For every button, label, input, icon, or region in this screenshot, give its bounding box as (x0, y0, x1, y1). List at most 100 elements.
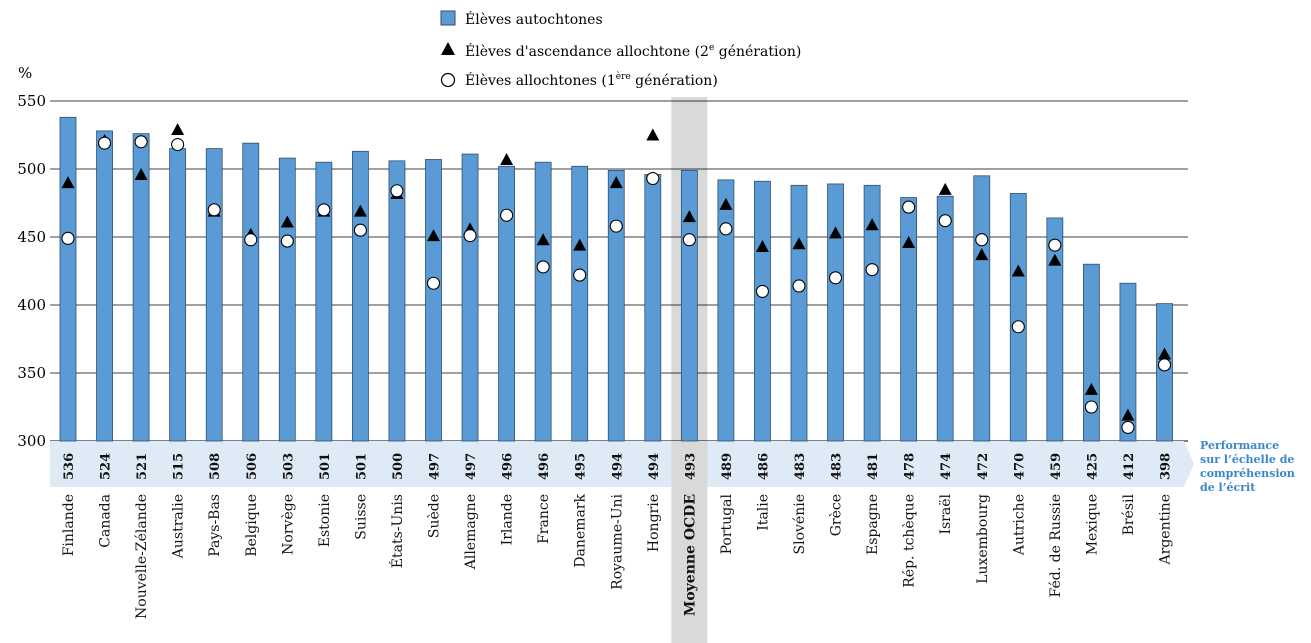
triangle-marker-11 (427, 229, 440, 242)
y-tick-label-500: 500 (17, 160, 46, 178)
score-label-10: 500 (391, 453, 406, 480)
category-label-27: Autriche (1011, 494, 1027, 556)
circle-marker-6 (244, 233, 258, 247)
triangle-marker-25 (938, 182, 952, 195)
y-tick-label-300: 300 (17, 432, 46, 450)
category-label-31: Argentine (1158, 494, 1174, 565)
score-label-5: 508 (208, 453, 223, 480)
bar-16 (607, 169, 625, 442)
category-label-20: Italie (755, 494, 771, 531)
triangle-marker-30 (1121, 408, 1135, 421)
category-label-15: Danemark (573, 493, 589, 567)
score-label-17: 494 (647, 453, 662, 480)
y-tick-label-550: 550 (17, 92, 46, 110)
triangle-marker-28 (1048, 253, 1062, 266)
category-label-4: Australie (171, 494, 187, 559)
triangle-marker-18 (682, 210, 696, 223)
triangle-marker-4 (171, 123, 185, 136)
triangle-marker-19 (719, 197, 733, 210)
score-band-layer (50, 441, 1194, 487)
triangle-marker-22 (829, 226, 843, 239)
category-label-12: Allemagne (463, 494, 479, 570)
category-label-3: Nouvelle-Zélande (134, 494, 150, 619)
category-label-16: Royaume-Uni (609, 493, 625, 589)
score-label-7: 503 (281, 453, 296, 480)
circle-marker-12 (463, 229, 477, 243)
triangle-marker-21 (792, 237, 806, 250)
side-label-line-4: de l’écrit (1200, 481, 1256, 494)
circle-marker-15 (573, 268, 587, 282)
triangle-marker-23 (865, 218, 879, 231)
category-label-7: Norvège (280, 494, 296, 555)
circle-marker-17 (646, 171, 660, 186)
score-label-23: 481 (866, 453, 881, 480)
circle-marker-2 (98, 136, 112, 150)
score-label-2: 524 (99, 453, 114, 480)
bar-26 (973, 175, 991, 442)
bar-9 (351, 150, 369, 442)
category-label-28: Féd. de Russie (1048, 494, 1064, 597)
category-label-11: Suède (427, 494, 443, 538)
circle-marker-25 (938, 214, 952, 228)
score-label-25: 474 (939, 453, 954, 480)
score-label-layer: 536 524 521 515 508 506 503 501 501 500 497 497 496 4… (62, 453, 1174, 480)
category-label-24: Rép. tchèque (902, 494, 918, 588)
category-label-29: Mexique (1084, 494, 1100, 555)
bar-29 (1083, 263, 1100, 442)
circle-marker-19 (719, 222, 733, 236)
score-label-16: 494 (610, 453, 625, 480)
circle-marker-4 (171, 137, 185, 152)
triangle-marker-27 (1011, 264, 1025, 277)
circle-marker-23 (865, 263, 879, 277)
bar-10 (388, 160, 406, 442)
legend-triangle-label: Élèves d'ascendance allochtone (2e génér… (465, 42, 801, 60)
circle-marker-26 (975, 233, 989, 247)
bar-27 (1009, 193, 1027, 442)
category-label-26: Luxembourg (975, 494, 991, 584)
circle-marker-16 (609, 219, 623, 233)
bar-1 (59, 116, 77, 442)
circle-marker-29 (1084, 400, 1098, 414)
circle-marker-13 (500, 208, 514, 222)
bar-28 (1046, 217, 1064, 442)
circle-marker-11 (426, 276, 441, 290)
y-tick-label-400: 400 (17, 296, 46, 314)
category-label-9: Suisse (353, 494, 369, 540)
category-label-23: Espagne (865, 494, 881, 555)
side-label-line-3: compréhension (1200, 467, 1295, 480)
bar-23 (863, 184, 881, 442)
circle-marker-9 (353, 223, 367, 237)
legend-triangle-marker (441, 42, 455, 55)
category-label-1: Finlande (61, 494, 77, 556)
oecd-average-band-highlight (671, 441, 708, 487)
score-label-6: 506 (245, 453, 260, 480)
category-label-8: Estonie (317, 494, 333, 547)
marker-layer (61, 123, 1172, 434)
category-label-19: Portugal (719, 493, 735, 554)
bar-6 (242, 142, 260, 442)
category-label-6: Belgique (244, 494, 260, 557)
bar-20 (754, 180, 771, 442)
legend-bar-label: Élèves autochtones (465, 10, 603, 28)
circle-marker-21 (792, 279, 806, 293)
score-label-31: 398 (1159, 453, 1174, 480)
score-label-4: 515 (172, 453, 187, 480)
triangle-marker-9 (353, 204, 367, 217)
bar-14 (534, 161, 552, 442)
score-label-22: 483 (830, 453, 845, 480)
score-label-19: 489 (720, 453, 735, 480)
triangle-marker-3 (134, 167, 148, 180)
y-tick-label-350: 350 (17, 364, 46, 382)
category-label-18: Moyenne OCDE (682, 494, 698, 616)
score-label-20: 486 (756, 453, 771, 480)
triangle-marker-13 (500, 152, 514, 165)
circle-marker-20 (755, 284, 770, 298)
triangle-marker-29 (1084, 382, 1098, 395)
bar-17 (644, 174, 662, 442)
triangle-marker-24 (902, 235, 916, 248)
score-label-1: 536 (62, 453, 77, 480)
circle-marker-22 (828, 271, 843, 285)
score-label-28: 459 (1049, 453, 1064, 480)
score-label-26: 472 (976, 453, 991, 480)
